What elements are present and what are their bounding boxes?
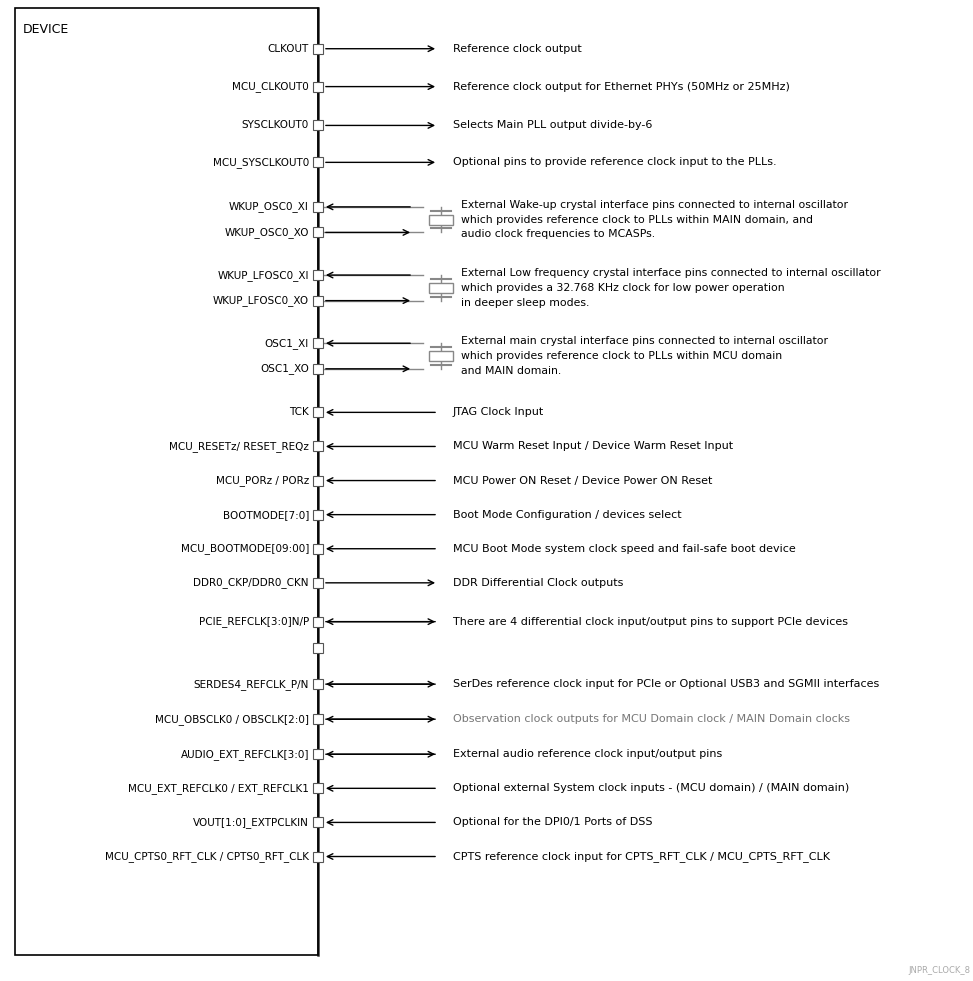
- Text: CLKOUT: CLKOUT: [268, 44, 309, 54]
- Text: WKUP_LFOSC0_XI: WKUP_LFOSC0_XI: [218, 270, 309, 281]
- Text: WKUP_OSC0_XI: WKUP_OSC0_XI: [229, 201, 309, 212]
- Text: Optional external System clock inputs - (MCU domain) / (MAIN domain): Optional external System clock inputs - …: [453, 783, 849, 794]
- Text: MCU_SYSCLKOUT0: MCU_SYSCLKOUT0: [213, 157, 309, 168]
- Bar: [313, 783, 323, 794]
- Text: AUDIO_EXT_REFCLK[3:0]: AUDIO_EXT_REFCLK[3:0]: [181, 749, 309, 759]
- Text: Reference clock output for Ethernet PHYs (50MHz or 25MHz): Reference clock output for Ethernet PHYs…: [453, 81, 790, 91]
- Text: DDR Differential Clock outputs: DDR Differential Clock outputs: [453, 578, 624, 588]
- Bar: [313, 852, 323, 861]
- Bar: [313, 749, 323, 759]
- Bar: [313, 510, 323, 520]
- Text: CPTS reference clock input for CPTS_RFT_CLK / MCU_CPTS_RFT_CLK: CPTS reference clock input for CPTS_RFT_…: [453, 852, 830, 862]
- Text: DEVICE: DEVICE: [23, 23, 69, 36]
- Text: External Low frequency crystal interface pins connected to internal oscillator
w: External Low frequency crystal interface…: [461, 268, 881, 308]
- Text: WKUP_LFOSC0_XO: WKUP_LFOSC0_XO: [213, 295, 309, 306]
- Text: Observation clock outputs for MCU Domain clock / MAIN Domain clocks: Observation clock outputs for MCU Domain…: [453, 714, 850, 724]
- Text: MCU Warm Reset Input / Device Warm Reset Input: MCU Warm Reset Input / Device Warm Reset…: [453, 441, 733, 451]
- Bar: [313, 407, 323, 417]
- Text: WKUP_OSC0_XO: WKUP_OSC0_XO: [225, 227, 309, 237]
- Text: MCU_CLKOUT0: MCU_CLKOUT0: [233, 81, 309, 92]
- Text: VOUT[1:0]_EXTPCLKIN: VOUT[1:0]_EXTPCLKIN: [193, 817, 309, 828]
- Bar: [313, 364, 323, 374]
- Text: TCK: TCK: [289, 407, 309, 417]
- Text: Optional pins to provide reference clock input to the PLLs.: Optional pins to provide reference clock…: [453, 157, 776, 168]
- Text: MCU Boot Mode system clock speed and fail-safe boot device: MCU Boot Mode system clock speed and fai…: [453, 543, 796, 553]
- Bar: [313, 617, 323, 627]
- Bar: [313, 228, 323, 237]
- Text: JNPR_CLOCK_8: JNPR_CLOCK_8: [908, 966, 970, 975]
- Bar: [313, 157, 323, 168]
- Text: DDR0_CKP/DDR0_CKN: DDR0_CKP/DDR0_CKN: [194, 578, 309, 589]
- Text: MCU_EXT_REFCLK0 / EXT_REFCLK1: MCU_EXT_REFCLK0 / EXT_REFCLK1: [128, 783, 309, 794]
- Text: OSC1_XI: OSC1_XI: [265, 337, 309, 348]
- Bar: [313, 121, 323, 130]
- Bar: [313, 543, 323, 553]
- Text: MCU_OBSCLK0 / OBSCLK[2:0]: MCU_OBSCLK0 / OBSCLK[2:0]: [155, 714, 309, 725]
- Bar: [313, 81, 323, 91]
- Text: MCU_BOOTMODE[09:00]: MCU_BOOTMODE[09:00]: [181, 543, 309, 554]
- Text: BOOTMODE[7:0]: BOOTMODE[7:0]: [223, 510, 309, 520]
- Bar: [313, 44, 323, 54]
- Text: External Wake-up crystal interface pins connected to internal oscillator
which p: External Wake-up crystal interface pins …: [461, 200, 848, 239]
- Text: There are 4 differential clock input/output pins to support PCIe devices: There are 4 differential clock input/out…: [453, 617, 848, 627]
- Bar: [429, 283, 453, 292]
- Text: Selects Main PLL output divide-by-6: Selects Main PLL output divide-by-6: [453, 121, 652, 130]
- Text: MCU Power ON Reset / Device Power ON Reset: MCU Power ON Reset / Device Power ON Res…: [453, 476, 712, 486]
- Text: Optional for the DPI0/1 Ports of DSS: Optional for the DPI0/1 Ports of DSS: [453, 817, 653, 827]
- Bar: [313, 338, 323, 348]
- Text: JTAG Clock Input: JTAG Clock Input: [453, 407, 544, 417]
- Bar: [313, 295, 323, 306]
- Bar: [313, 202, 323, 212]
- Text: OSC1_XO: OSC1_XO: [260, 363, 309, 375]
- Bar: [429, 215, 453, 225]
- Text: External main crystal interface pins connected to internal oscillator
which prov: External main crystal interface pins con…: [461, 336, 828, 376]
- Bar: [313, 714, 323, 724]
- Bar: [313, 578, 323, 588]
- Text: External audio reference clock input/output pins: External audio reference clock input/out…: [453, 749, 722, 759]
- Bar: [313, 270, 323, 280]
- Bar: [15, 8, 318, 955]
- Text: MCU_CPTS0_RFT_CLK / CPTS0_RFT_CLK: MCU_CPTS0_RFT_CLK / CPTS0_RFT_CLK: [105, 852, 309, 862]
- Bar: [313, 441, 323, 451]
- Bar: [313, 644, 323, 653]
- Bar: [429, 351, 453, 361]
- Text: Reference clock output: Reference clock output: [453, 44, 582, 54]
- Text: Boot Mode Configuration / devices select: Boot Mode Configuration / devices select: [453, 510, 682, 520]
- Text: MCU_RESETz/ RESET_REQz: MCU_RESETz/ RESET_REQz: [169, 441, 309, 452]
- Text: MCU_PORz / PORz: MCU_PORz / PORz: [216, 475, 309, 486]
- Bar: [313, 679, 323, 690]
- Bar: [313, 476, 323, 486]
- Text: SERDES4_REFCLK_P/N: SERDES4_REFCLK_P/N: [194, 679, 309, 690]
- Text: PCIE_REFCLK[3:0]N/P: PCIE_REFCLK[3:0]N/P: [198, 616, 309, 627]
- Bar: [313, 817, 323, 827]
- Text: SerDes reference clock input for PCIe or Optional USB3 and SGMII interfaces: SerDes reference clock input for PCIe or…: [453, 679, 880, 690]
- Text: SYSCLKOUT0: SYSCLKOUT0: [241, 121, 309, 130]
